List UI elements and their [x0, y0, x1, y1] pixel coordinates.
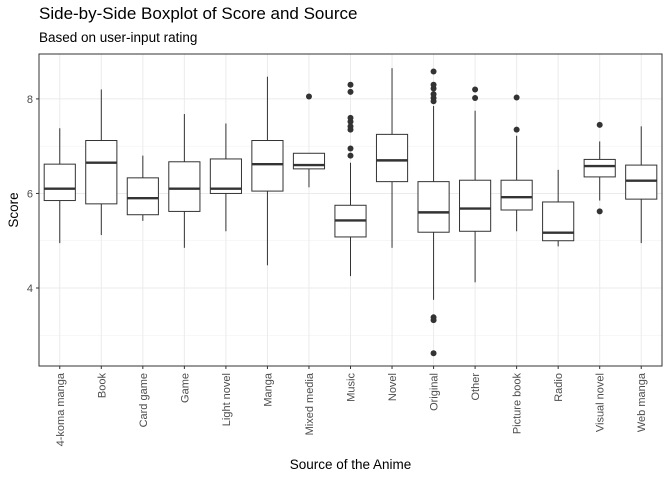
box-iqr — [126, 177, 159, 216]
box-iqr — [459, 179, 492, 232]
y-tick-label: 6 — [27, 188, 33, 200]
boxplot-series — [43, 68, 658, 357]
outlier-point — [430, 68, 437, 75]
box-music — [334, 81, 367, 277]
box-iqr — [168, 161, 201, 212]
x-tick-label: Visual novel — [595, 373, 607, 432]
box-iqr — [375, 133, 409, 183]
box-book — [85, 89, 118, 236]
outlier-point — [596, 121, 603, 128]
outlier-point — [472, 94, 479, 101]
x-tick-label: Light novel — [221, 373, 233, 426]
outlier-point — [430, 350, 437, 357]
outlier-point — [347, 81, 354, 88]
box-iqr — [85, 140, 118, 205]
y-tick-label: 4 — [27, 283, 33, 295]
box-other — [459, 86, 492, 283]
x-tick-label: Mixed media — [304, 372, 316, 435]
box-iqr — [625, 164, 658, 200]
outlier-point — [472, 86, 479, 93]
x-tick-label: 4-koma manga — [55, 372, 67, 446]
outlier-point — [513, 126, 520, 133]
chart-subtitle: Based on user-input rating — [39, 30, 198, 45]
box-visual-novel — [583, 121, 616, 215]
outlier-point — [430, 98, 437, 105]
x-tick-label: Original — [429, 373, 441, 411]
x-tick-label: Book — [96, 373, 108, 399]
box-manga — [251, 76, 284, 266]
outlier-point — [430, 317, 437, 324]
y-axis-title: Score — [6, 192, 21, 227]
box-iqr — [542, 201, 575, 242]
y-tick-label: 8 — [27, 94, 33, 106]
box-web-manga — [625, 126, 658, 244]
box-game — [168, 114, 201, 248]
x-tick-label: Novel — [387, 373, 399, 401]
y-axis: 4 6 8 — [27, 94, 39, 295]
box-iqr — [292, 152, 326, 170]
x-tick-label: Radio — [553, 373, 565, 402]
outlier-point — [347, 152, 354, 159]
x-tick-label: Music — [346, 373, 358, 402]
x-tick-label: Card game — [138, 373, 150, 427]
box-card-game — [126, 155, 159, 221]
box-iqr — [583, 158, 616, 178]
outlier-point — [430, 85, 437, 92]
outlier-point — [513, 94, 520, 101]
x-tick-label: Game — [179, 373, 191, 403]
x-tick-label: Picture book — [512, 373, 524, 435]
outlier-point — [596, 208, 603, 215]
box-iqr — [43, 163, 76, 202]
box-original — [417, 68, 450, 357]
box-4-koma-manga — [43, 128, 76, 244]
box-iqr — [417, 181, 450, 233]
box-radio — [542, 169, 575, 247]
x-tick-label: Web manga — [636, 372, 648, 432]
box-light-novel — [209, 123, 242, 232]
outlier-point — [347, 118, 354, 125]
outlier-point — [347, 145, 354, 152]
box-iqr — [251, 140, 284, 192]
box-mixed-media — [292, 93, 326, 188]
x-axis-title: Source of the Anime — [290, 457, 412, 472]
outlier-point — [347, 88, 354, 95]
x-tick-label: Other — [470, 373, 482, 401]
x-tick-label: Manga — [262, 372, 274, 407]
box-iqr — [500, 179, 533, 211]
box-picture-book — [500, 94, 533, 232]
outlier-point — [347, 126, 354, 133]
outlier-point — [305, 93, 312, 100]
x-axis: 4-koma manga Book Card game Game Light novel… — [55, 366, 648, 446]
box-novel — [375, 68, 409, 248]
chart-title: Side-by-Side Boxplot of Score and Source — [39, 4, 358, 23]
